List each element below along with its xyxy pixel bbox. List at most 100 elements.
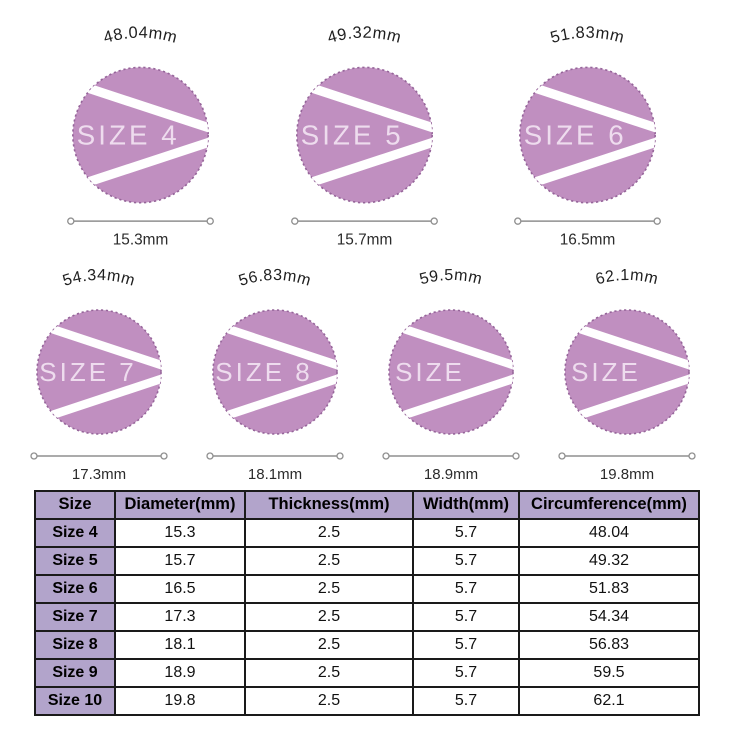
- column-header-thickness: Thickness(mm): [244, 489, 414, 520]
- ring-circle: [212, 308, 338, 435]
- circumference-cell: 48.04: [518, 517, 700, 548]
- diameter-cell: 18.9: [114, 657, 246, 688]
- column-header-size: Size: [34, 489, 116, 520]
- size-label: SIZE 6: [524, 119, 627, 150]
- band-stripe-lower: [296, 136, 432, 193]
- size-cell: Size 6: [34, 573, 116, 604]
- width-cell: 5.7: [412, 573, 520, 604]
- size-cell: Size 7: [34, 601, 116, 632]
- size-label: SIZE 5: [300, 119, 403, 150]
- diameter-endpoint: [429, 217, 438, 225]
- ring-figure-size9: 59.5mm SIZE 18.9mm: [366, 252, 536, 482]
- size-label: SIZE 7: [39, 357, 136, 387]
- column-header-diameter: Diameter(mm): [114, 489, 246, 520]
- width-cell: 5.7: [412, 545, 520, 576]
- ring-circle: [388, 308, 514, 435]
- band-stripe-upper: [296, 77, 432, 134]
- ring-row-top: 48.04mm SIZE 4 15.3mm 49.32mm: [0, 0, 730, 248]
- diameter-endpoint: [653, 217, 661, 225]
- diameter-endpoint: [67, 217, 75, 225]
- column-header-width: Width(mm): [412, 489, 520, 520]
- size-cell: Size 9: [34, 657, 116, 688]
- diameter-cell: 15.3: [114, 517, 246, 548]
- band-stripe-upper: [72, 77, 209, 134]
- diameter-label: 19.8mm: [600, 466, 654, 482]
- ring-diagram: 56.83mm SIZE 8 18.1mm: [206, 267, 344, 482]
- diameter-endpoint: [336, 452, 344, 460]
- table-row-size5: Size 5 15.7 2.5 5.7 49.32: [34, 545, 700, 576]
- circumference-cell: 49.32: [518, 545, 700, 576]
- diameter-endpoint: [512, 452, 520, 460]
- diameter-label: 15.7mm: [336, 232, 391, 248]
- ring-figure-size6: 51.83mm SIZE 6 16.5mm: [485, 10, 690, 248]
- ring-diagram: 59.5mm SIZE 18.9mm: [382, 267, 520, 482]
- diameter-endpoint: [558, 452, 566, 460]
- diameter-endpoint: [206, 452, 214, 460]
- band-stripe-lower: [519, 136, 656, 193]
- size-table: Size Diameter(mm) Thickness(mm) Width(mm…: [34, 489, 700, 716]
- circumference-label: 54.34mm: [61, 267, 137, 290]
- circumference-cell: 56.83: [518, 629, 700, 660]
- circumference-label: 56.83mm: [237, 267, 313, 290]
- size-cell: Size 5: [34, 545, 116, 576]
- diameter-endpoint: [688, 452, 696, 460]
- band-stripe-lower: [72, 136, 209, 193]
- ring-diagram: 62.1mm SIZE 19.8mm: [558, 267, 696, 482]
- ring-diagram: 51.83mm SIZE 6 16.5mm: [514, 24, 661, 248]
- diameter-cell: 15.7: [114, 545, 246, 576]
- thickness-cell: 2.5: [244, 657, 414, 688]
- ring-diagram: 54.34mm SIZE 7 17.3mm: [30, 267, 168, 482]
- ring-circle: [36, 308, 162, 435]
- table-row-size6: Size 6 16.5 2.5 5.7 51.83: [34, 573, 700, 604]
- width-cell: 5.7: [412, 517, 520, 548]
- thickness-cell: 2.5: [244, 545, 414, 576]
- diameter-endpoint: [206, 217, 214, 225]
- thickness-cell: 2.5: [244, 601, 414, 632]
- circumference-cell: 54.34: [518, 601, 700, 632]
- thickness-cell: 2.5: [244, 629, 414, 660]
- width-cell: 5.7: [412, 629, 520, 660]
- ring-figure-size5: 49.32mm SIZE 5 15.7mm: [262, 10, 467, 248]
- table-row-size8: Size 8 18.1 2.5 5.7 56.83: [34, 629, 700, 660]
- thickness-cell: 2.5: [244, 685, 414, 716]
- ring-figure-size8: 56.83mm SIZE 8 18.1mm: [190, 252, 360, 482]
- ring-circle: [295, 66, 433, 204]
- table-row-size9: Size 9 18.9 2.5 5.7 59.5: [34, 657, 700, 688]
- diameter-cell: 18.1: [114, 629, 246, 660]
- diameter-cell: 17.3: [114, 601, 246, 632]
- ring-circle: [519, 66, 656, 204]
- diameter-label: 18.9mm: [424, 466, 478, 482]
- width-cell: 5.7: [412, 657, 520, 688]
- thickness-cell: 2.5: [244, 517, 414, 548]
- circumference-cell: 51.83: [518, 573, 700, 604]
- circumference-label: 62.1mm: [594, 267, 660, 289]
- thickness-cell: 2.5: [244, 573, 414, 604]
- ring-row-bottom: 54.34mm SIZE 7 17.3mm 56.83mm: [0, 248, 730, 482]
- diameter-endpoint: [30, 452, 38, 460]
- size-label: SIZE: [395, 357, 465, 387]
- diameter-cell: 19.8: [114, 685, 246, 716]
- size-label: SIZE 8: [215, 357, 312, 387]
- table-row-size4: Size 4 15.3 2.5 5.7 48.04: [34, 517, 700, 548]
- ring-diagram: 49.32mm SIZE 5 15.7mm: [290, 24, 438, 248]
- diameter-endpoint: [160, 452, 168, 460]
- ring-circle: [564, 308, 690, 435]
- ring-figure-size4: 48.04mm SIZE 4 15.3mm: [38, 10, 243, 248]
- table-row-size7: Size 7 17.3 2.5 5.7 54.34: [34, 601, 700, 632]
- diameter-label: 15.3mm: [113, 232, 168, 248]
- width-cell: 5.7: [412, 685, 520, 716]
- diameter-cell: 16.5: [114, 573, 246, 604]
- size-cell: Size 8: [34, 629, 116, 660]
- diameter-endpoint: [290, 217, 299, 225]
- ring-figure-size7: 54.34mm SIZE 7 17.3mm: [14, 252, 184, 482]
- ring-figure-size10: 62.1mm SIZE 19.8mm: [542, 252, 712, 482]
- diameter-label: 17.3mm: [72, 466, 126, 482]
- circumference-cell: 62.1: [518, 685, 700, 716]
- size-cell: Size 4: [34, 517, 116, 548]
- table-row-size10: Size 10 19.8 2.5 5.7 62.1: [34, 685, 700, 716]
- width-cell: 5.7: [412, 601, 520, 632]
- diameter-label: 16.5mm: [560, 232, 615, 248]
- diameter-endpoint: [382, 452, 390, 460]
- circumference-label: 51.83mm: [548, 24, 626, 47]
- diameter-endpoint: [514, 217, 522, 225]
